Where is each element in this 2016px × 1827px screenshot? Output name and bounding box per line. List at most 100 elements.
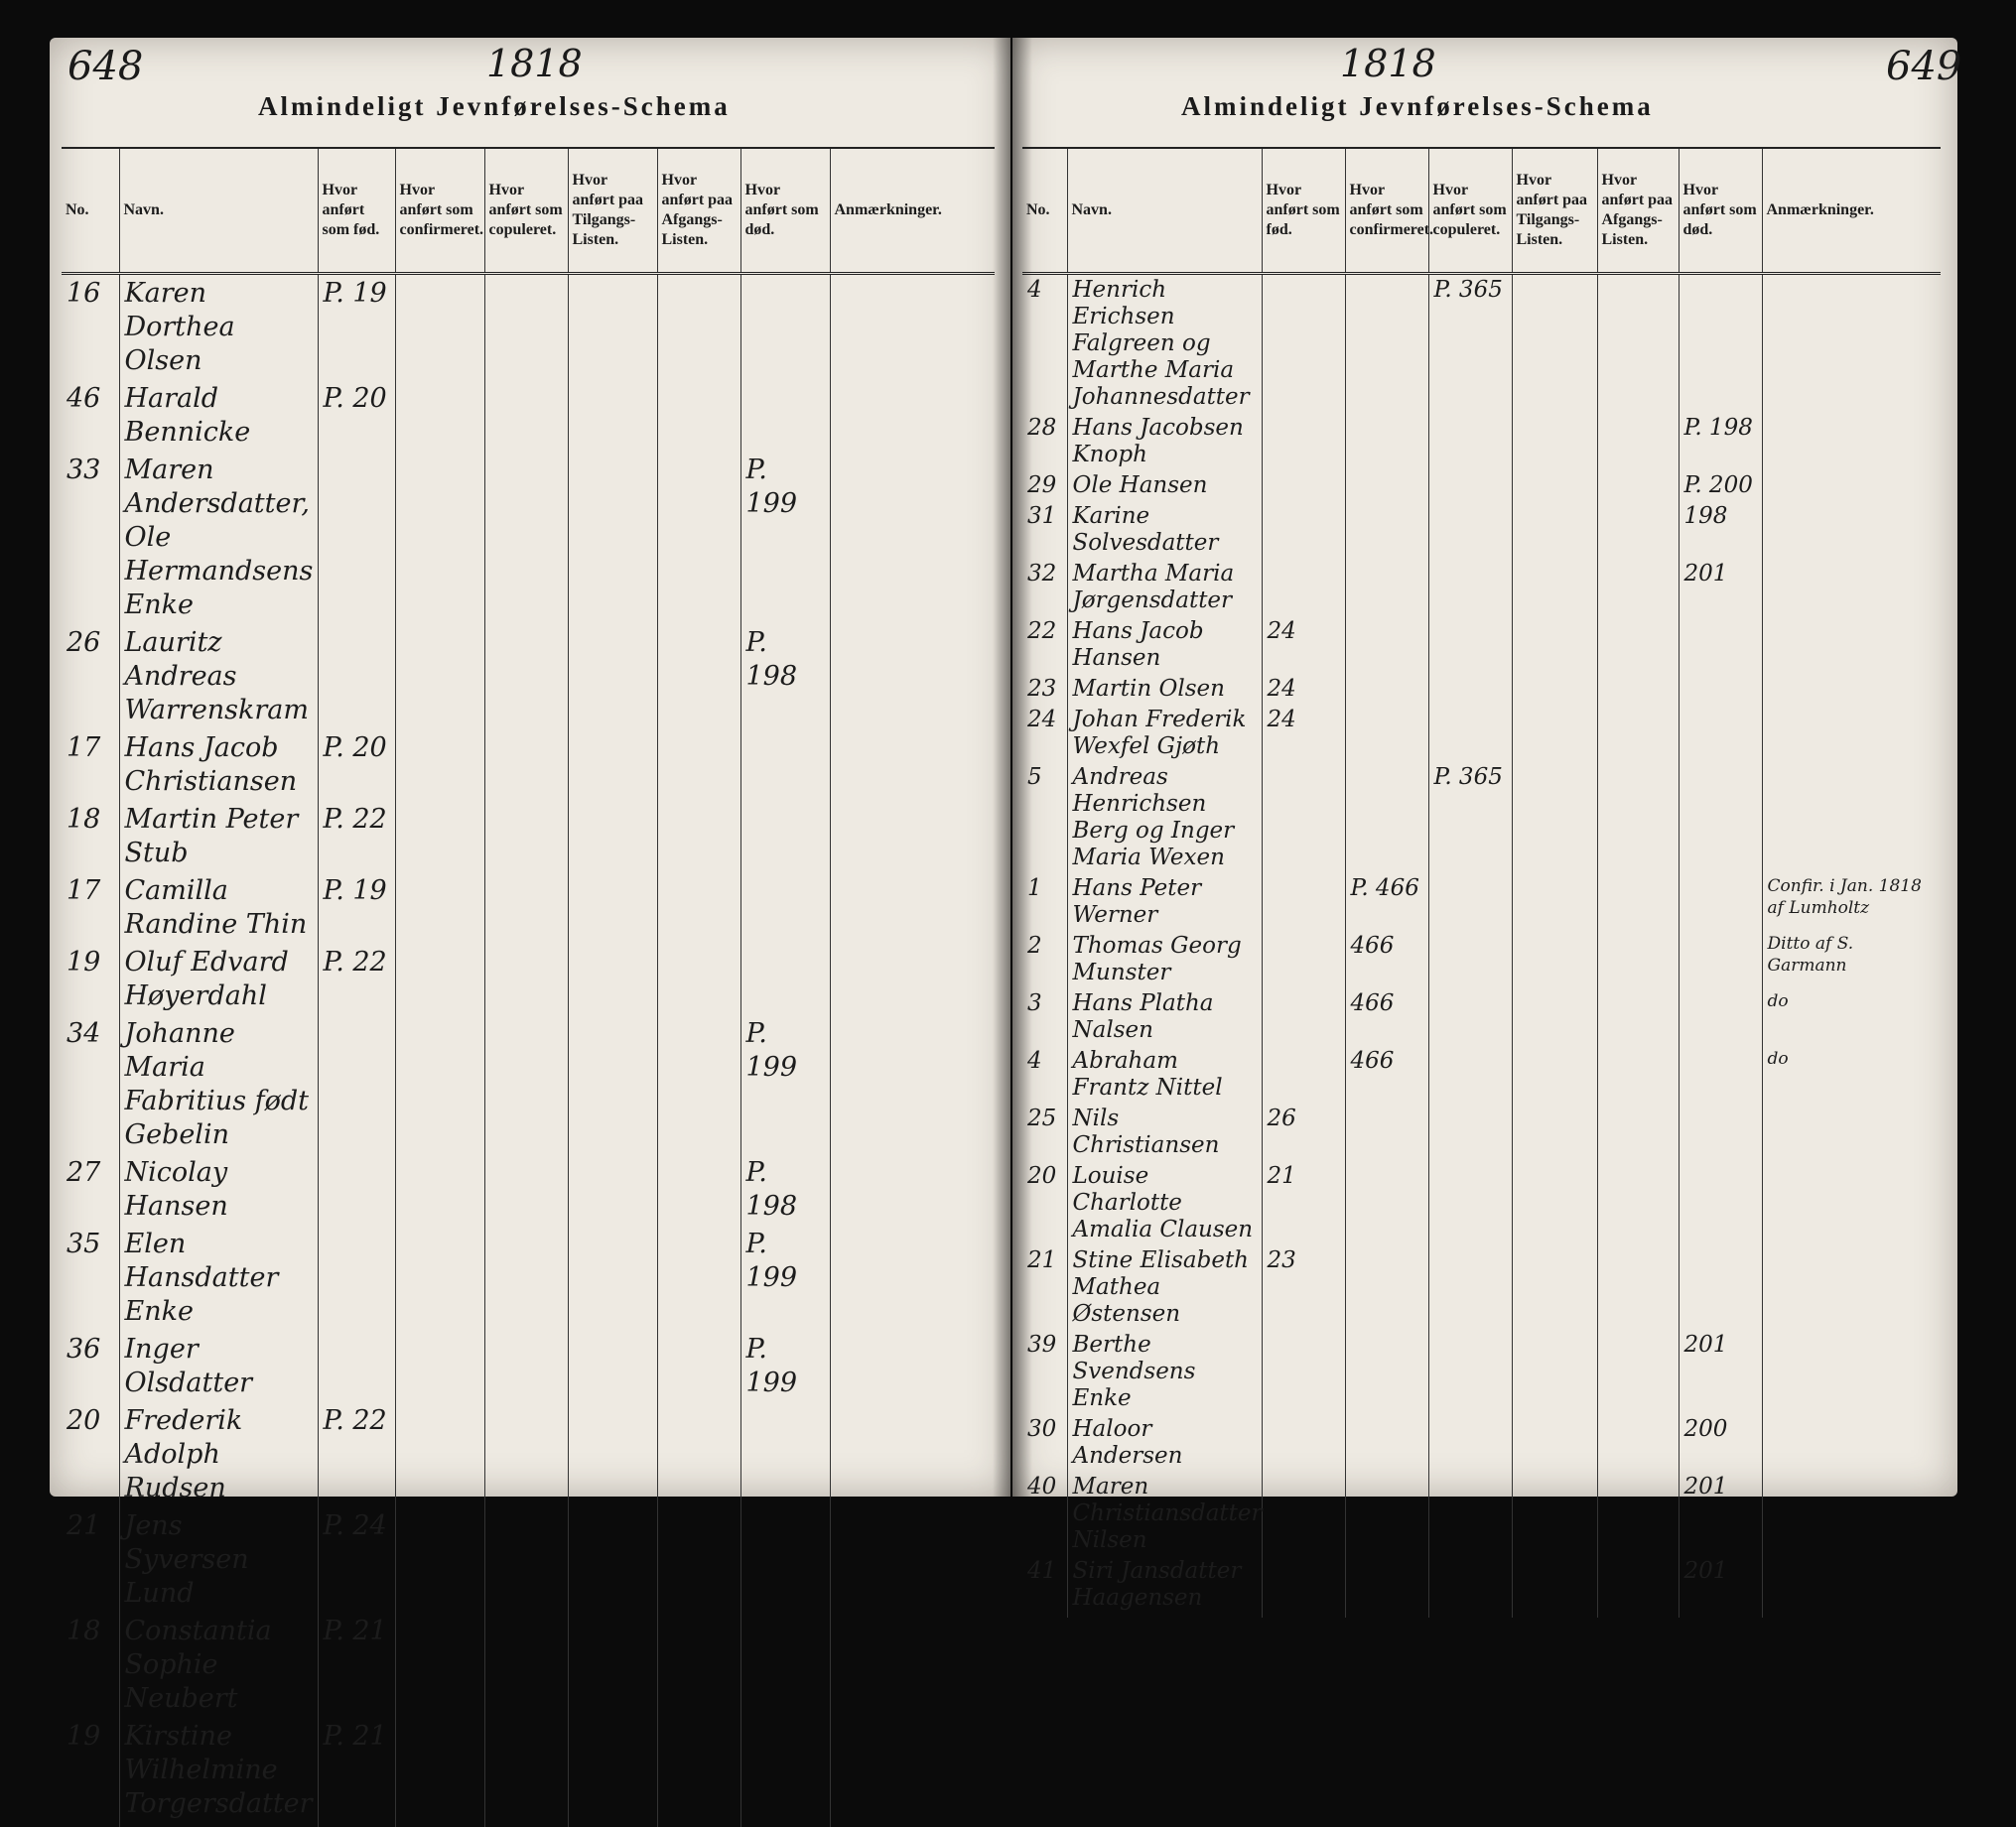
cell-married (484, 380, 568, 452)
cell-born (1262, 988, 1345, 1046)
cell-departure (657, 1402, 740, 1507)
cell-departure (1597, 274, 1679, 414)
cell-confirmed (395, 944, 484, 1015)
cell-born: 24 (1262, 674, 1345, 705)
empty-cell (1067, 1614, 1262, 1618)
cell-confirmed (395, 452, 484, 624)
cell-note: Ditto af S. Garmann (1762, 931, 1941, 988)
cell-died (1679, 674, 1762, 705)
cell-born (1262, 762, 1345, 873)
cell-note (830, 624, 995, 729)
cell-arrival (1512, 762, 1597, 873)
cell-departure (657, 872, 740, 944)
cell-born (1262, 274, 1345, 414)
cell-note (1762, 501, 1941, 559)
cell-departure (1597, 616, 1679, 674)
cell-note (1762, 762, 1941, 873)
cell-note (830, 1507, 995, 1613)
cell-arrival (568, 801, 657, 872)
cell-departure (657, 944, 740, 1015)
cell-married (1428, 616, 1512, 674)
cell-confirmed (1345, 705, 1428, 762)
column-header: Hvor anført paa Tilgangs-Listen. (568, 148, 657, 274)
cell-died: P. 199 (740, 1015, 830, 1154)
cell-confirmed (395, 729, 484, 801)
cell-note (1762, 1556, 1941, 1614)
cell-note (830, 729, 995, 801)
column-header: Anmærkninger. (1762, 148, 1941, 274)
cell-died (1679, 873, 1762, 931)
empty-cell (62, 1823, 119, 1827)
cell-confirmed (395, 1613, 484, 1718)
empty-cell (395, 1823, 484, 1827)
empty-cell (318, 1823, 395, 1827)
cell-confirmed (395, 1154, 484, 1226)
cell-married (1428, 501, 1512, 559)
cell-name: Frederik Adolph Rudsen (119, 1402, 318, 1507)
cell-note (830, 1402, 995, 1507)
cell-arrival (1512, 674, 1597, 705)
cell-born: P. 21 (318, 1718, 395, 1823)
cell-married (484, 1331, 568, 1402)
cell-name: Martha Maria Jørgensdatter (1067, 559, 1262, 616)
cell-died (1679, 274, 1762, 414)
cell-confirmed (1345, 274, 1428, 414)
cell-no: 16 (62, 274, 119, 381)
column-header: Navn. (119, 148, 318, 274)
cell-died (1679, 1245, 1762, 1330)
cell-note (830, 1613, 995, 1718)
cell-name: Siri Jansdatter Haagensen (1067, 1556, 1262, 1614)
cell-name: Haloor Andersen (1067, 1414, 1262, 1472)
cell-name: Hans Jacob Christiansen (119, 729, 318, 801)
header-row: No.Navn.Hvor anført som fød.Hvor anført … (62, 148, 995, 274)
empty-cell (1597, 1614, 1679, 1618)
empty-cell (830, 1823, 995, 1827)
cell-married (1428, 1472, 1512, 1556)
cell-born (318, 452, 395, 624)
filler-row (62, 1823, 995, 1827)
cell-arrival (568, 452, 657, 624)
cell-confirmed (395, 1402, 484, 1507)
cell-died: P. 199 (740, 1331, 830, 1402)
cell-died (1679, 931, 1762, 988)
cell-departure (1597, 674, 1679, 705)
cell-name: Martin Peter Stub (119, 801, 318, 872)
cell-no: 35 (62, 1226, 119, 1331)
cell-married (1428, 1161, 1512, 1245)
cell-arrival (1512, 873, 1597, 931)
cell-departure (1597, 931, 1679, 988)
cell-note (1762, 705, 1941, 762)
table-header: No.Navn.Hvor anført som fød.Hvor anført … (62, 148, 995, 274)
cell-no: 19 (62, 1718, 119, 1823)
cell-departure (657, 801, 740, 872)
cell-married (1428, 988, 1512, 1046)
cell-married (484, 274, 568, 381)
cell-name: Ole Hansen (1067, 470, 1262, 501)
cell-no: 46 (62, 380, 119, 452)
cell-married (484, 801, 568, 872)
empty-cell (119, 1823, 318, 1827)
cell-departure (1597, 1046, 1679, 1104)
cell-note: Confir. i Jan. 1818 af Lumholtz (1762, 873, 1941, 931)
cell-note (1762, 1161, 1941, 1245)
cell-name: Berthe Svendsens Enke (1067, 1330, 1262, 1414)
cell-born (1262, 559, 1345, 616)
cell-name: Harald Bennicke (119, 380, 318, 452)
cell-arrival (1512, 705, 1597, 762)
page-number: 649 (1886, 44, 1961, 89)
cell-departure (657, 380, 740, 452)
column-header: Hvor anført som confirmeret. (395, 148, 484, 274)
cell-arrival (568, 274, 657, 381)
cell-born (318, 624, 395, 729)
cell-note (830, 801, 995, 872)
cell-born (1262, 931, 1345, 988)
cell-departure (1597, 413, 1679, 470)
